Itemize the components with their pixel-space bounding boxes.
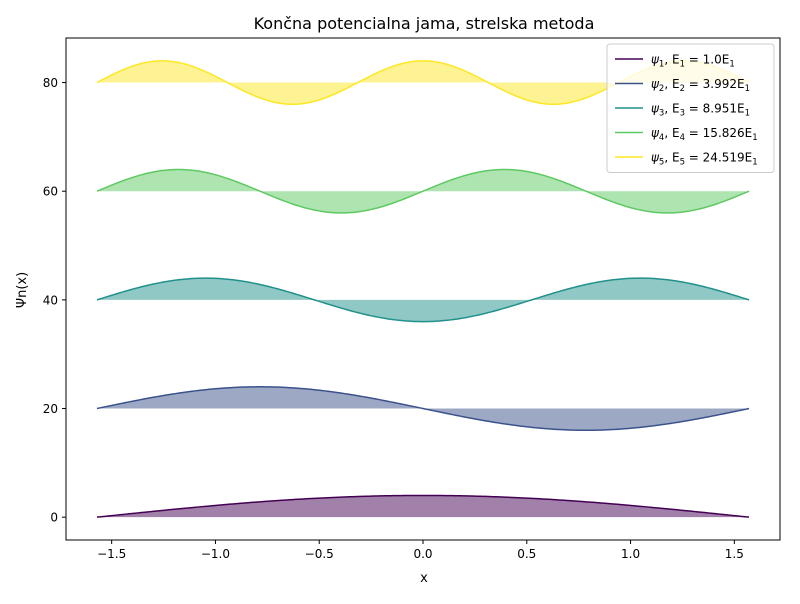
y-axis-label: Ψn(x) bbox=[15, 272, 30, 308]
x-tick-label: −1.0 bbox=[201, 547, 230, 561]
y-tick-label: 40 bbox=[43, 293, 58, 307]
x-tick-label: 0.5 bbox=[517, 547, 536, 561]
x-tick-label: 0.0 bbox=[413, 547, 432, 561]
x-tick-label: −0.5 bbox=[305, 547, 334, 561]
y-tick-label: 0 bbox=[50, 511, 58, 525]
legend-label-4: ψ4, E4 = 15.826E1 bbox=[651, 126, 758, 143]
legend-label-2: ψ2, E2 = 3.992E1 bbox=[651, 77, 750, 94]
series-line-4 bbox=[96, 168, 750, 214]
y-tick-label: 60 bbox=[43, 185, 58, 199]
series-line-1 bbox=[96, 494, 750, 518]
x-axis-ticks: −1.5 −1.0 −0.5 0.0 0.5 1.0 1.5 bbox=[97, 540, 744, 561]
y-tick-label: 20 bbox=[43, 402, 58, 416]
series-line-3 bbox=[96, 277, 750, 323]
y-axis-ticks: 0 20 40 60 80 bbox=[43, 76, 66, 525]
x-axis-label: x bbox=[420, 571, 428, 586]
series-fills bbox=[96, 60, 750, 518]
legend-label-3: ψ3, E3 = 8.951E1 bbox=[651, 102, 750, 119]
y-tick-label: 80 bbox=[43, 76, 58, 90]
chart-title: Končna potencialna jama, strelska metoda bbox=[254, 14, 595, 33]
x-tick-label: 1.5 bbox=[725, 547, 744, 561]
legend-label-5: ψ5, E5 = 24.519E1 bbox=[651, 151, 758, 168]
x-tick-label: 1.0 bbox=[621, 547, 640, 561]
legend-label-1: ψ1, E1 = 1.0E1 bbox=[651, 53, 735, 70]
series-fill-1 bbox=[96, 495, 750, 518]
series-fill-4 bbox=[96, 169, 750, 213]
series-fill-5 bbox=[96, 60, 750, 105]
series-line-2 bbox=[96, 386, 750, 432]
legend: ψ1, E1 = 1.0E1 ψ2, E2 = 3.992E1 ψ3, E3 = 8… bbox=[606, 43, 775, 173]
legend-box bbox=[606, 43, 775, 173]
series-fill-3 bbox=[96, 278, 750, 322]
x-tick-label: −1.5 bbox=[97, 547, 126, 561]
series-fill-2 bbox=[96, 386, 750, 431]
